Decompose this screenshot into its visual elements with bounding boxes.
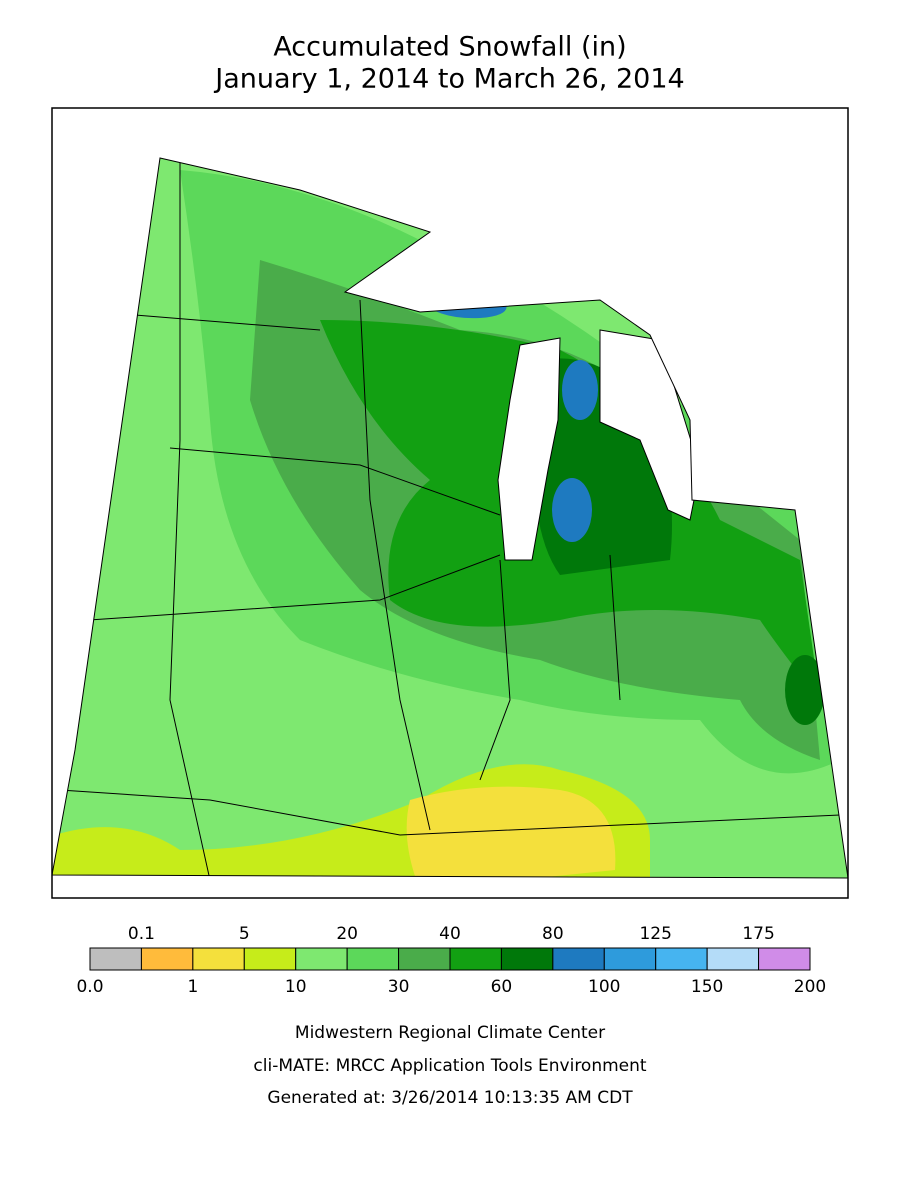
legend-label: 200 <box>794 977 826 997</box>
legend-label: 80 <box>542 924 564 944</box>
legend-swatch <box>398 947 451 971</box>
legend-label: 5 <box>239 924 250 944</box>
legend-label: 100 <box>588 977 620 997</box>
footer-line: cli-MATE: MRCC Application Tools Environ… <box>253 1056 646 1076</box>
legend-label: 40 <box>439 924 461 944</box>
legend-label: 10 <box>285 977 307 997</box>
map <box>51 107 849 899</box>
legend-swatch <box>295 947 348 971</box>
legend-label: 150 <box>691 977 723 997</box>
legend-label: 20 <box>336 924 358 944</box>
legend-swatch <box>346 947 400 971</box>
legend-label: 0.1 <box>128 924 155 944</box>
legend-swatch <box>655 947 708 971</box>
title-line: January 1, 2014 to March 26, 2014 <box>213 64 684 95</box>
legend-label: 1 <box>187 977 198 997</box>
footer-line: Generated at: 3/26/2014 10:13:35 AM CDT <box>267 1088 633 1108</box>
legend-swatch <box>603 947 657 971</box>
legend-swatch <box>89 947 142 971</box>
legend-label: 125 <box>639 924 671 944</box>
legend-swatch <box>140 947 194 971</box>
legend-label: 60 <box>491 977 513 997</box>
legend-swatch <box>706 947 760 971</box>
legend-label: 0.0 <box>76 977 103 997</box>
legend-swatch <box>758 947 811 971</box>
legend-swatch <box>449 947 502 971</box>
legend-swatch <box>192 947 245 971</box>
legend-label: 175 <box>742 924 774 944</box>
footer-line: Midwestern Regional Climate Center <box>295 1023 605 1043</box>
legend-swatch <box>500 947 554 971</box>
legend-swatch <box>552 947 605 971</box>
legend-swatch <box>243 947 297 971</box>
legend: 0.0 0.1 1 5 10 20 30 40 60 80 100 125 150 175 200 <box>76 924 826 997</box>
legend-label: 30 <box>388 977 410 997</box>
title-line: Accumulated Snowfall (in) <box>273 32 626 63</box>
